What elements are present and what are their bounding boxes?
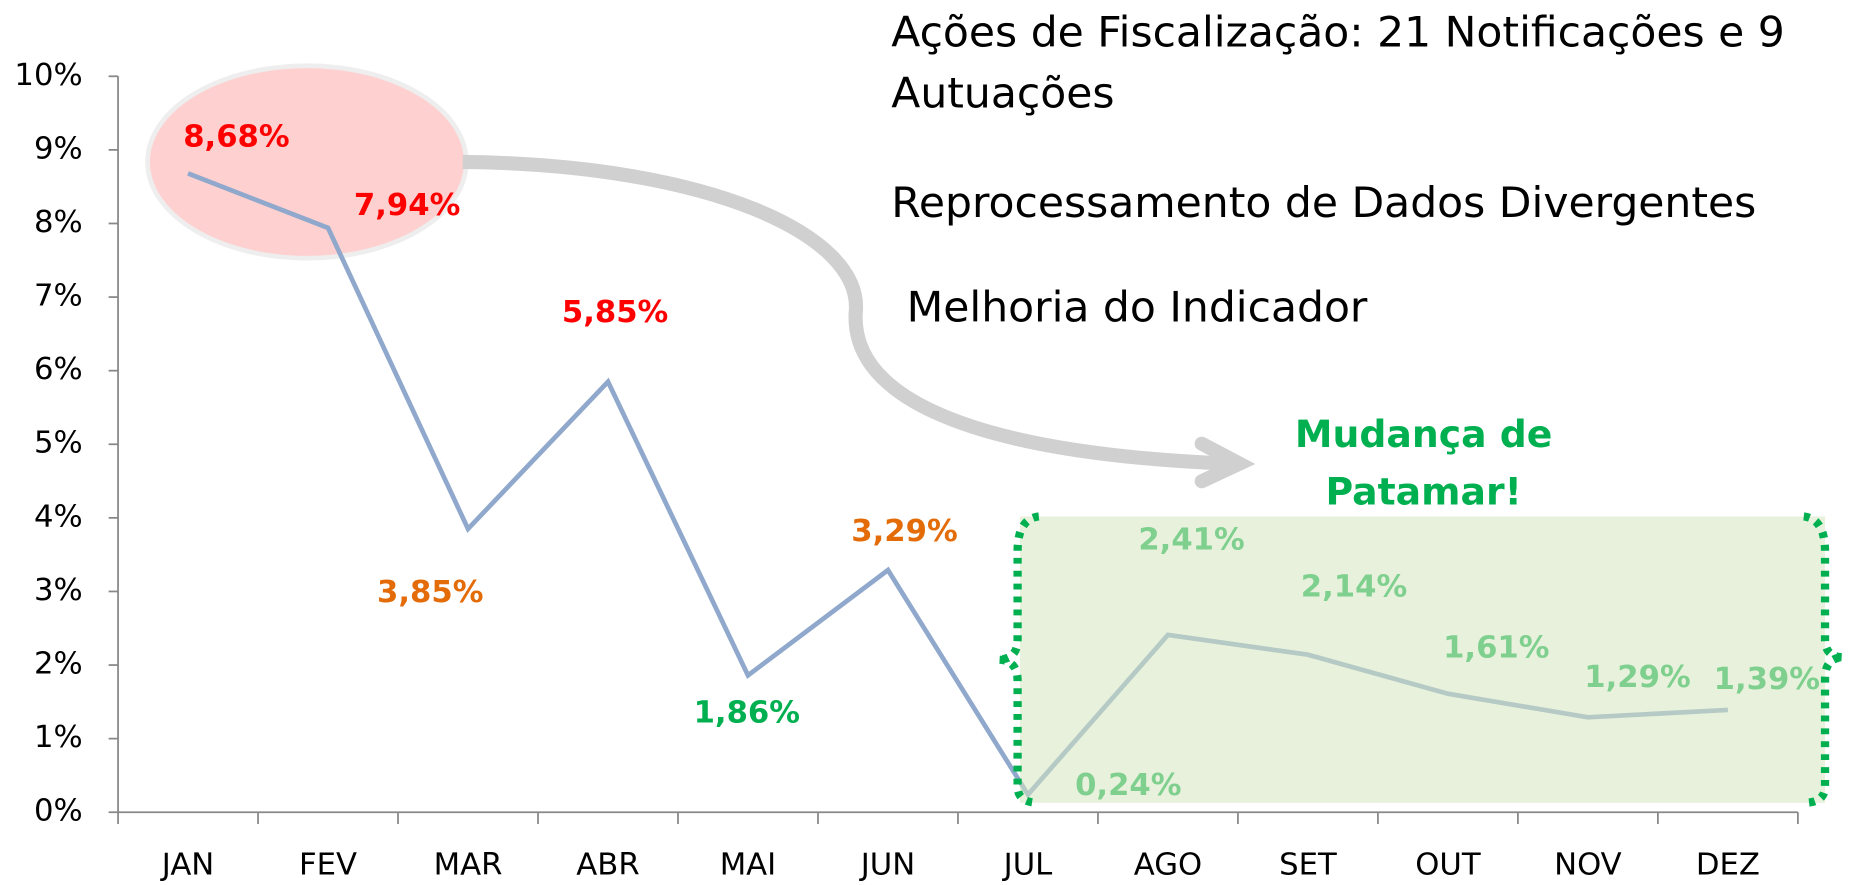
y-tick-label: 3% (34, 573, 83, 608)
data-label: 3,85% (377, 575, 483, 610)
x-tick-label: SET (1279, 848, 1337, 883)
data-label: 1,29% (1584, 660, 1690, 695)
data-label: 1,39% (1714, 662, 1820, 697)
data-label: 1,86% (694, 696, 800, 731)
x-tick-label: DEZ (1696, 848, 1760, 883)
left-brace (997, 512, 1040, 807)
y-tick-label: 1% (34, 720, 83, 755)
annotation: Reprocessamento de Dados Divergentes (891, 178, 1756, 227)
y-tick-label: 10% (14, 58, 82, 93)
data-label: 1,61% (1443, 631, 1549, 666)
x-tick-label: MAR (434, 848, 503, 883)
x-tick-label: JUN (859, 848, 915, 883)
data-label: 5,85% (562, 295, 668, 330)
x-tick-label: JAN (160, 848, 214, 883)
x-tick-label: JUL (1002, 848, 1053, 883)
data-label: 7,94% (354, 188, 460, 223)
x-tick-label: MAI (720, 848, 777, 883)
annotation: Patamar! (1325, 470, 1521, 514)
y-tick-label: 4% (34, 499, 83, 534)
annotation: Melhoria do Indicador (907, 282, 1368, 331)
y-tick-label: 8% (34, 205, 83, 240)
annotation: Ações de Fiscalização: 21 Notificações e… (891, 8, 1785, 57)
x-tick-label: ABR (576, 848, 639, 883)
annotation: Mudança de (1295, 412, 1553, 456)
y-tick-label: 9% (34, 131, 83, 166)
y-tick-label: 2% (34, 647, 83, 682)
right-brace (1802, 512, 1845, 807)
y-tick-label: 6% (34, 352, 83, 387)
highlight-box (1019, 516, 1826, 803)
y-tick-label: 0% (34, 794, 83, 829)
data-label: 3,29% (851, 514, 957, 549)
y-tick-label: 5% (34, 426, 83, 461)
data-label: 8,68% (183, 120, 289, 155)
data-label: 0,24% (1075, 768, 1181, 803)
data-label: 2,14% (1301, 569, 1407, 604)
annotation: Autuações (891, 69, 1114, 118)
arrow (462, 154, 1229, 471)
x-tick-label: NOV (1554, 848, 1622, 883)
highlight-ellipse (145, 63, 469, 261)
x-tick-label: FEV (299, 848, 357, 883)
data-label: 2,41% (1138, 523, 1244, 558)
y-tick-label: 7% (34, 279, 83, 314)
arrow-head (1194, 436, 1256, 489)
x-tick-label: OUT (1415, 848, 1481, 883)
x-tick-label: AGO (1134, 848, 1202, 883)
